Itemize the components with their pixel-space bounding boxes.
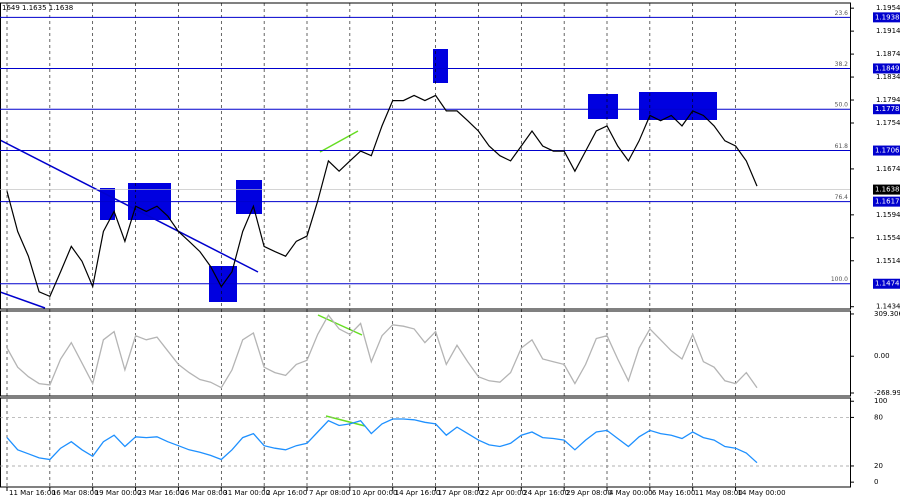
fib-price-box xyxy=(873,104,900,115)
panel-frame xyxy=(0,397,851,488)
fib-price-box xyxy=(873,196,900,207)
x-tick-label: 17 Apr 08:00 xyxy=(438,489,484,497)
x-tick-label: 31 Mar 00:00 xyxy=(223,489,270,497)
x-tick-label: 2 Apr 16:00 xyxy=(266,489,307,497)
x-tick-label: 10 Apr 00:00 xyxy=(352,489,398,497)
x-tick-label: 16 Mar 08:00 xyxy=(52,489,99,497)
y-tick-label: 0.00 xyxy=(874,352,890,360)
x-tick-label: 11 May 08:00 xyxy=(695,489,743,497)
y-tick-label: 80 xyxy=(874,413,883,421)
x-tick-label: 11 Mar 16:00 xyxy=(9,489,56,497)
x-tick-label: 7 Apr 08:00 xyxy=(309,489,350,497)
y-tick-label: 1.1514 xyxy=(876,257,900,265)
y-tick-label: -268.999 xyxy=(874,389,900,397)
y-tick-label: 1.1434 xyxy=(876,303,900,311)
y-tick-label: 1.1874 xyxy=(876,50,900,58)
x-tick-label: 29 Apr 08:00 xyxy=(566,489,612,497)
x-tick-label: 22 Apr 00:00 xyxy=(480,489,526,497)
x-tick-label: 26 Mar 08:00 xyxy=(180,489,227,497)
y-tick-label: 1.1554 xyxy=(876,234,900,242)
y-tick-label: 1.1594 xyxy=(876,211,900,219)
y-tick-label: 1.1834 xyxy=(876,73,900,81)
x-tick-label: 19 Mar 00:00 xyxy=(95,489,142,497)
y-tick-label: 1.1754 xyxy=(876,119,900,127)
fib-price-label: 1.1706 xyxy=(875,147,900,155)
price-line xyxy=(6,94,758,298)
fib-ratio: 76.4 xyxy=(835,194,849,201)
y-tick-label: 1.1954 xyxy=(876,4,900,12)
panel-frame xyxy=(0,310,851,397)
last-price-label: 1.1638 xyxy=(875,186,900,194)
y-tick-label: 100 xyxy=(874,397,887,405)
fib-price-box xyxy=(873,63,900,74)
fib-ratio: 100.0 xyxy=(831,276,848,283)
panel-frame xyxy=(0,2,851,310)
x-tick-label: 24 Apr 16:00 xyxy=(523,489,569,497)
fib-ratio: 38.2 xyxy=(835,61,849,68)
x-tick-label: 4 May 00:00 xyxy=(609,489,653,497)
y-tick-label: 0 xyxy=(874,478,878,486)
y-tick-label: 1.1914 xyxy=(876,27,900,35)
y-tick-label: 20 xyxy=(874,462,883,470)
fib-price-label: 1.1849 xyxy=(875,64,900,72)
x-tick-label: 6 May 16:00 xyxy=(652,489,696,497)
fib-price-box xyxy=(873,145,900,156)
fib-price-label: 1.1474 xyxy=(875,280,900,288)
fib-ratio: 23.6 xyxy=(835,10,849,17)
fib-price-label: 1.1617 xyxy=(875,198,900,206)
price-line xyxy=(6,314,758,389)
fib-price-box xyxy=(873,278,900,289)
fib-ratio: 50.0 xyxy=(835,102,849,109)
y-tick-label: 1.1674 xyxy=(876,165,900,173)
fib-price-label: 1.1938 xyxy=(875,13,900,21)
x-tick-label: 23 Mar 16:00 xyxy=(138,489,185,497)
last-price-box xyxy=(873,184,900,195)
y-tick-label: 1.1794 xyxy=(876,96,900,104)
y-tick-label: 309.3066 xyxy=(874,310,900,318)
x-tick-label: 14 Apr 16:00 xyxy=(395,489,441,497)
x-tick-label: 14 May 00:00 xyxy=(738,489,786,497)
fib-price-box xyxy=(873,12,900,23)
fib-ratio: 61.8 xyxy=(835,143,849,150)
fib-price-label: 1.1778 xyxy=(875,105,900,113)
price-line xyxy=(6,418,758,464)
header-quote: 1649 1.1635 1.1638 xyxy=(2,4,73,12)
